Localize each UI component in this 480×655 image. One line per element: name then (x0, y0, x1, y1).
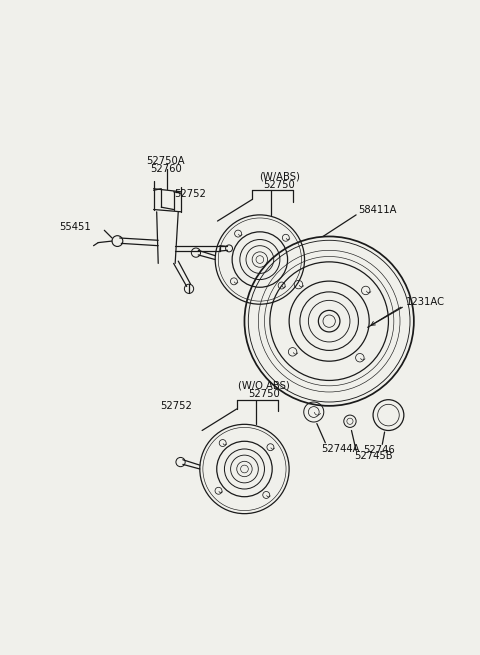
Text: 52750: 52750 (263, 180, 295, 190)
Text: 52746: 52746 (363, 445, 395, 455)
Text: 52744A: 52744A (322, 444, 360, 454)
Text: 52752: 52752 (160, 401, 192, 411)
Text: 52752: 52752 (174, 189, 206, 199)
Text: 52745B: 52745B (354, 451, 393, 461)
Text: 52750: 52750 (248, 389, 279, 400)
Text: 1231AC: 1231AC (406, 297, 445, 307)
Text: 55451: 55451 (59, 222, 90, 233)
Text: 52750A: 52750A (146, 156, 185, 166)
Text: (W/O ABS): (W/O ABS) (238, 381, 289, 391)
Text: 58411A: 58411A (359, 204, 397, 214)
Text: 52760: 52760 (150, 164, 182, 174)
Text: (W/ABS): (W/ABS) (259, 172, 300, 181)
